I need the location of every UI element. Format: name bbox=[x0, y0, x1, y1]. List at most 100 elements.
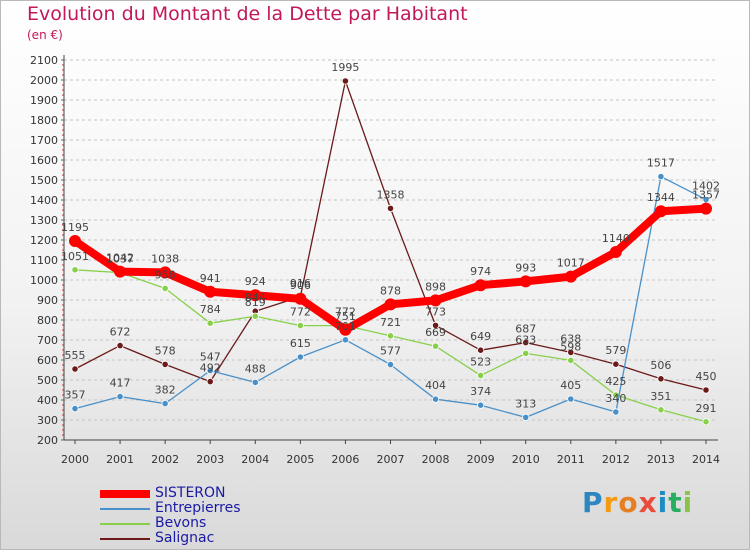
data-point-entrepierres bbox=[341, 336, 350, 344]
data-label-entrepierres: 340 bbox=[605, 392, 626, 405]
legend-label: Entrepierres bbox=[155, 500, 241, 516]
data-label-salignac: 1358 bbox=[377, 188, 405, 201]
data-point-salignac bbox=[567, 348, 575, 356]
legend-label: Salignac bbox=[155, 530, 215, 546]
legend-swatch bbox=[100, 538, 150, 540]
data-point-sisteron bbox=[204, 285, 217, 298]
x-tick-label: 2004 bbox=[241, 453, 269, 466]
data-label-salignac: 492 bbox=[200, 362, 221, 375]
data-point-sisteron bbox=[114, 265, 127, 278]
data-point-sisteron bbox=[474, 279, 487, 292]
x-tick-label: 2001 bbox=[106, 453, 134, 466]
data-label-entrepierres: 1517 bbox=[647, 157, 675, 170]
data-point-sisteron bbox=[564, 270, 577, 283]
data-label-entrepierres: 405 bbox=[560, 379, 581, 392]
data-point-sisteron bbox=[700, 202, 712, 215]
data-point-salignac bbox=[612, 360, 620, 368]
y-tick-label: 1300 bbox=[30, 214, 58, 227]
data-point-sisteron bbox=[519, 275, 532, 288]
y-tick-label: 900 bbox=[37, 294, 58, 307]
data-point-salignac bbox=[116, 341, 124, 350]
data-label-sisteron: 878 bbox=[380, 284, 401, 297]
y-tick-label: 2000 bbox=[30, 74, 58, 87]
x-tick-label: 2012 bbox=[602, 453, 630, 466]
data-point-salignac bbox=[702, 386, 710, 394]
data-point-sisteron bbox=[654, 205, 667, 218]
data-point-salignac bbox=[477, 346, 485, 354]
data-point-bevons bbox=[71, 266, 79, 274]
x-tick-label: 2010 bbox=[512, 453, 540, 466]
x-tick-label: 2011 bbox=[557, 453, 585, 466]
x-tick-label: 2014 bbox=[692, 453, 720, 466]
data-point-entrepierres bbox=[567, 395, 575, 403]
y-tick-label: 2100 bbox=[30, 54, 58, 67]
series-lines bbox=[69, 77, 712, 426]
legend-label: SISTERON bbox=[155, 485, 226, 501]
data-label-bevons: 291 bbox=[696, 402, 717, 415]
data-point-bevons bbox=[567, 356, 575, 364]
x-tick-label: 2000 bbox=[61, 453, 89, 466]
data-label-entrepierres: 1402 bbox=[692, 180, 720, 193]
data-label-salignac: 450 bbox=[696, 370, 717, 383]
y-tick-label: 400 bbox=[37, 394, 58, 407]
data-label-bevons: 958 bbox=[155, 268, 176, 281]
legend-swatch bbox=[100, 523, 150, 525]
data-point-bevons bbox=[522, 349, 530, 357]
data-label-entrepierres: 374 bbox=[470, 385, 491, 398]
y-tick-label: 800 bbox=[37, 314, 58, 327]
data-point-salignac bbox=[386, 204, 395, 212]
data-label-salignac: 649 bbox=[470, 330, 491, 343]
y-tick-label: 1800 bbox=[30, 114, 58, 127]
logo-letter: P bbox=[582, 486, 604, 519]
data-point-sisteron bbox=[294, 292, 307, 305]
logo-letter: r bbox=[603, 486, 619, 519]
data-point-entrepierres bbox=[161, 399, 169, 408]
data-label-sisteron: 924 bbox=[245, 275, 266, 288]
data-label-salignac: 579 bbox=[605, 344, 626, 357]
data-label-bevons: 772 bbox=[335, 306, 356, 319]
data-point-sisteron bbox=[429, 294, 442, 307]
data-point-sisteron bbox=[69, 235, 81, 247]
y-tick-label: 300 bbox=[37, 414, 58, 427]
data-label-entrepierres: 615 bbox=[290, 337, 311, 350]
data-label-entrepierres: 577 bbox=[380, 345, 401, 358]
y-tick-label: 1700 bbox=[30, 134, 58, 147]
y-tick-label: 1400 bbox=[30, 194, 58, 207]
logo-letter: i bbox=[682, 486, 694, 519]
data-label-sisteron: 1017 bbox=[557, 257, 585, 270]
chart-title: Evolution du Montant de la Dette par Hab… bbox=[27, 3, 468, 25]
data-label-salignac: 916 bbox=[290, 277, 311, 290]
data-label-sisteron: 941 bbox=[200, 272, 221, 285]
data-point-entrepierres bbox=[71, 404, 79, 413]
data-label-sisteron: 993 bbox=[515, 261, 536, 274]
x-tick-label: 2002 bbox=[151, 453, 179, 466]
x-tick-label: 2013 bbox=[647, 453, 675, 466]
x-tick-label: 2008 bbox=[422, 453, 450, 466]
data-label-bevons: 772 bbox=[290, 306, 311, 319]
data-point-salignac bbox=[161, 360, 169, 368]
data-label-sisteron: 751 bbox=[335, 310, 356, 323]
data-point-entrepierres bbox=[477, 401, 485, 409]
proxiti-logo: Proxiti bbox=[582, 486, 693, 519]
data-point-entrepierres bbox=[612, 408, 620, 416]
data-labels: 555 672 578 492 844 916 1995 1358 773 649 687 638 57… bbox=[61, 61, 720, 415]
data-point-entrepierres bbox=[296, 353, 304, 361]
x-tick-label: 2005 bbox=[286, 453, 314, 466]
data-point-salignac bbox=[657, 375, 665, 383]
data-label-sisteron: 974 bbox=[470, 265, 491, 278]
data-label-entrepierres: 382 bbox=[155, 384, 176, 397]
data-label-salignac: 555 bbox=[65, 349, 86, 362]
data-point-entrepierres bbox=[522, 413, 530, 421]
data-label-salignac: 687 bbox=[515, 323, 536, 336]
logo-letter: i bbox=[657, 486, 669, 519]
y-tick-label: 1600 bbox=[30, 154, 58, 167]
data-point-salignac bbox=[431, 321, 440, 329]
data-label-sisteron: 906 bbox=[290, 279, 311, 292]
y-tick-label: 600 bbox=[37, 354, 58, 367]
data-label-bevons: 669 bbox=[425, 326, 446, 339]
x-tick-label: 2003 bbox=[196, 453, 224, 466]
data-label-entrepierres: 701 bbox=[335, 320, 356, 333]
data-label-bevons: 425 bbox=[605, 375, 626, 388]
data-point-entrepierres bbox=[431, 395, 440, 403]
